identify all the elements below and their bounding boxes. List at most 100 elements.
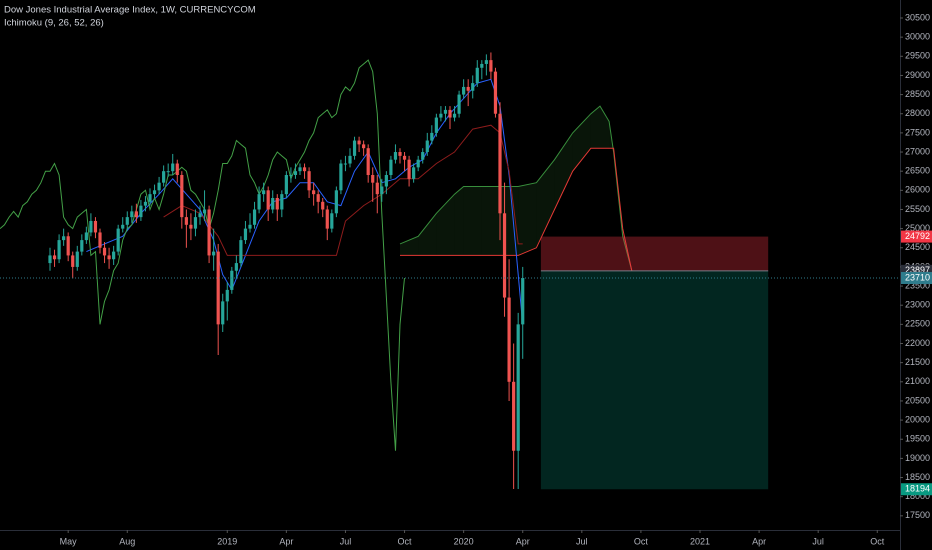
candle-body [202, 209, 207, 214]
ichimoku-line [86, 78, 524, 325]
candle-body [212, 251, 216, 256]
candle-body [502, 213, 507, 298]
entry-tag: 23897 [905, 265, 930, 275]
x-tick-label: Apr [516, 536, 530, 546]
y-tick-label: 19500 [905, 434, 930, 444]
x-tick-label: Oct [870, 536, 885, 546]
candle-body [362, 144, 366, 149]
y-tick-label: 30500 [905, 12, 930, 22]
candle-body [462, 86, 466, 95]
y-tick-label: 23000 [905, 300, 930, 310]
candle-body [466, 86, 470, 91]
candle-body [489, 60, 493, 72]
candle-body [230, 270, 234, 290]
candle-body [493, 71, 498, 114]
candle-body [330, 213, 334, 229]
candle-body [248, 224, 252, 229]
y-tick-label: 29500 [905, 51, 930, 61]
senkou-b-line [400, 147, 633, 271]
candle-body [334, 190, 338, 214]
stop-tag: 24792 [905, 231, 930, 241]
x-tick-label: Jul [340, 536, 352, 546]
target-zone [540, 270, 769, 490]
candle-body [375, 182, 379, 195]
candle-body [380, 186, 384, 195]
x-tick-label: Apr [752, 536, 766, 546]
y-tick-label: 22000 [905, 338, 930, 348]
candle-body [507, 297, 511, 382]
candle-body [480, 63, 484, 68]
candle-body [430, 132, 434, 141]
candle-body [425, 140, 429, 153]
candle-body [421, 152, 425, 160]
candle-body [316, 194, 320, 202]
candle-body [216, 251, 220, 325]
cloud-fill [536, 159, 555, 248]
candle-body [107, 255, 111, 260]
y-tick-label: 21000 [905, 376, 930, 386]
candle-body [171, 163, 175, 172]
stop-zone [540, 236, 769, 271]
candle-body [312, 190, 316, 195]
candle-body [457, 94, 461, 114]
y-tick-label: 26500 [905, 166, 930, 176]
target-tag: 18194 [905, 484, 930, 494]
y-tick-label: 26000 [905, 185, 930, 195]
candle-body [521, 278, 525, 325]
x-tick-label: Oct [634, 536, 649, 546]
cloud-fill [463, 186, 482, 256]
candle-body [134, 211, 138, 218]
x-tick-label: 2021 [690, 536, 710, 546]
x-tick-label: Apr [279, 536, 293, 546]
cloud-fill [481, 186, 500, 256]
target-tag-bg [901, 483, 932, 496]
y-tick-label: 22500 [905, 319, 930, 329]
candle-body [371, 175, 375, 183]
cloud-fill [590, 106, 600, 149]
candle-body [389, 159, 393, 176]
ichimoku-line [0, 59, 405, 451]
candle-body [148, 194, 152, 202]
candle-body [321, 201, 325, 210]
candle-body [352, 140, 357, 156]
cloud-fill [554, 132, 573, 210]
candle-body [498, 113, 502, 214]
candle-body [293, 171, 298, 176]
candle-body [357, 140, 361, 145]
candle-body [339, 163, 343, 191]
candle-body [257, 194, 261, 210]
candle-body [57, 240, 61, 260]
candle-body [393, 152, 398, 160]
candle-body [262, 190, 266, 195]
candle-body [471, 83, 475, 91]
y-tick-label: 20500 [905, 395, 930, 405]
candle-body [407, 159, 411, 179]
candle-body [102, 247, 107, 256]
candle-body [289, 175, 293, 177]
y-tick-label: 25500 [905, 204, 930, 214]
candle-body [516, 324, 520, 451]
y-tick-label: 23500 [905, 280, 930, 290]
y-tick-label: 19000 [905, 453, 930, 463]
cloud-fill [454, 186, 464, 256]
candle-body [175, 163, 179, 176]
candle-body [325, 209, 329, 229]
candle-body [475, 67, 479, 84]
y-tick-label: 17500 [905, 510, 930, 520]
candle-body [271, 197, 275, 210]
candle-body [189, 224, 193, 229]
candle-body [348, 155, 352, 164]
y-tick-label: 24500 [905, 242, 930, 252]
candle-body [280, 194, 284, 210]
senkou-a-line [399, 105, 633, 271]
x-tick-label: Jul [576, 536, 588, 546]
candle-body [162, 171, 166, 183]
candle-body [366, 148, 370, 176]
stop-tag-bg [901, 230, 932, 243]
candle-body [384, 175, 388, 187]
last-price-tag-bg [901, 272, 932, 285]
candle-body [75, 251, 79, 267]
x-tick-label: Jul [812, 536, 824, 546]
candle-body [157, 182, 161, 191]
